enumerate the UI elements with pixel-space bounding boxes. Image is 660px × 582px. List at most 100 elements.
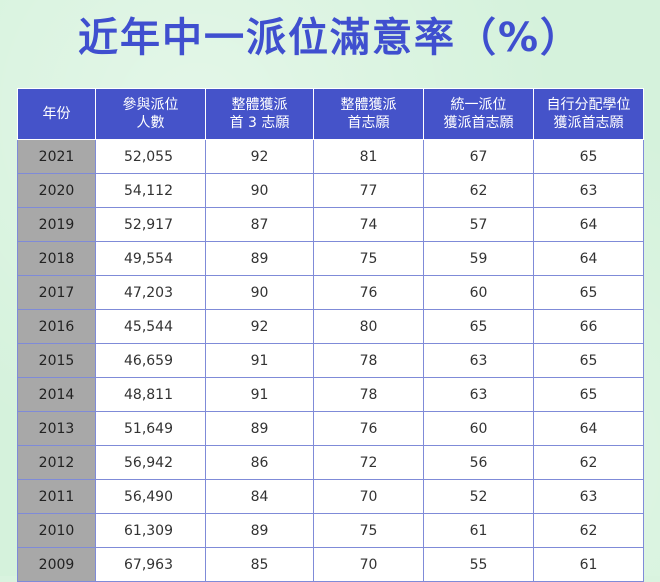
rate-cell: 63	[423, 343, 534, 378]
rate-cell: 70	[313, 479, 424, 514]
participants-cell: 46,659	[95, 343, 206, 378]
table-row: 2018 49,554 89 75 59 64	[17, 241, 644, 276]
table-row: 2015 46,659 91 78 63 65	[17, 343, 644, 378]
table-row: 2016 45,544 92 80 65 66	[17, 309, 644, 344]
table-row: 2021 52,055 92 81 67 65	[17, 139, 644, 174]
participants-cell: 56,490	[95, 479, 206, 514]
rate-cell: 89	[205, 513, 314, 548]
year-cell: 2014	[17, 377, 96, 412]
participants-cell: 67,963	[95, 547, 206, 582]
column-header-line: 首志願	[347, 115, 390, 131]
rate-cell: 67	[423, 139, 534, 174]
table-row: 2020 54,112 90 77 62 63	[17, 173, 644, 208]
table-header-row: 年份 參與派位 人數 整體獲派首 3 志願 整體獲派 首志願 統一派位 獲派首志願 自行分配學位…	[17, 88, 644, 140]
column-header: 參與派位 人數	[95, 88, 206, 140]
rate-cell: 78	[313, 343, 424, 378]
year-cell: 2009	[17, 547, 96, 582]
rate-cell: 90	[205, 275, 314, 310]
rate-cell: 60	[423, 275, 534, 310]
rate-cell: 65	[423, 309, 534, 344]
rate-cell: 91	[205, 377, 314, 412]
table-row: 2010 61,309 89 75 61 62	[17, 513, 644, 548]
rate-cell: 61	[423, 513, 534, 548]
rate-cell: 64	[533, 411, 644, 446]
rate-cell: 62	[533, 445, 644, 480]
column-header: 統一派位 獲派首志願	[423, 88, 534, 140]
participants-cell: 61,309	[95, 513, 206, 548]
rate-cell: 72	[313, 445, 424, 480]
participants-cell: 52,055	[95, 139, 206, 174]
table-row: 2009 67,963 85 70 55 61	[17, 547, 644, 582]
rate-cell: 56	[423, 445, 534, 480]
table-row: 2017 47,203 90 76 60 65	[17, 275, 644, 310]
column-header-line: 人數	[136, 115, 165, 131]
year-cell: 2018	[17, 241, 96, 276]
rate-cell: 91	[205, 343, 314, 378]
year-cell: 2016	[17, 309, 96, 344]
rate-cell: 65	[533, 275, 644, 310]
rate-cell: 76	[313, 275, 424, 310]
rate-cell: 92	[205, 139, 314, 174]
year-cell: 2021	[17, 139, 96, 174]
rate-cell: 52	[423, 479, 534, 514]
table-body: 2021 52,055 92 81 67 65 2020 54,112 90 77 62 63 2019…	[17, 139, 644, 582]
year-cell: 2010	[17, 513, 96, 548]
satisfaction-table-container: 年份 參與派位 人數 整體獲派首 3 志願 整體獲派 首志願 統一派位 獲派首志願 自行分配學位…	[17, 88, 644, 582]
rate-cell: 65	[533, 377, 644, 412]
rate-cell: 62	[533, 513, 644, 548]
rate-cell: 89	[205, 411, 314, 446]
year-cell: 2017	[17, 275, 96, 310]
rate-cell: 89	[205, 241, 314, 276]
rate-cell: 59	[423, 241, 534, 276]
rate-cell: 55	[423, 547, 534, 582]
column-header-line: 年份	[42, 106, 71, 122]
rate-cell: 70	[313, 547, 424, 582]
table-row: 2011 56,490 84 70 52 63	[17, 479, 644, 514]
year-cell: 2013	[17, 411, 96, 446]
column-header-line: 自行分配學位	[546, 97, 631, 113]
rate-cell: 65	[533, 343, 644, 378]
table-row: 2014 48,811 91 78 63 65	[17, 377, 644, 412]
rate-cell: 92	[205, 309, 314, 344]
rate-cell: 87	[205, 207, 314, 242]
participants-cell: 56,942	[95, 445, 206, 480]
rate-cell: 62	[423, 173, 534, 208]
participants-cell: 48,811	[95, 377, 206, 412]
rate-cell: 63	[533, 479, 644, 514]
rate-cell: 57	[423, 207, 534, 242]
table-row: 2013 51,649 89 76 60 64	[17, 411, 644, 446]
participants-cell: 52,917	[95, 207, 206, 242]
year-cell: 2011	[17, 479, 96, 514]
rate-cell: 64	[533, 207, 644, 242]
year-cell: 2015	[17, 343, 96, 378]
rate-cell: 66	[533, 309, 644, 344]
column-header-line: 參與派位	[122, 97, 179, 113]
participants-cell: 54,112	[95, 173, 206, 208]
table-row: 2012 56,942 86 72 56 62	[17, 445, 644, 480]
column-header-line: 統一派位	[450, 97, 507, 113]
year-cell: 2012	[17, 445, 96, 480]
participants-cell: 45,544	[95, 309, 206, 344]
rate-cell: 77	[313, 173, 424, 208]
page-title: 近年中一派位滿意率（%）	[77, 15, 583, 61]
rate-cell: 74	[313, 207, 424, 242]
rate-cell: 84	[205, 479, 314, 514]
rate-cell: 81	[313, 139, 424, 174]
column-header: 年份	[17, 88, 96, 140]
column-header: 整體獲派 首志願	[313, 88, 424, 140]
rate-cell: 76	[313, 411, 424, 446]
year-cell: 2020	[17, 173, 96, 208]
column-header-line: 整體獲派	[340, 97, 397, 113]
rate-cell: 63	[423, 377, 534, 412]
rate-cell: 86	[205, 445, 314, 480]
column-header-line: 整體獲派	[231, 97, 288, 113]
rate-cell: 75	[313, 513, 424, 548]
rate-cell: 60	[423, 411, 534, 446]
rate-cell: 78	[313, 377, 424, 412]
column-header-line: 獲派首志願	[553, 115, 624, 131]
participants-cell: 51,649	[95, 411, 206, 446]
rate-cell: 64	[533, 241, 644, 276]
rate-cell: 90	[205, 173, 314, 208]
rate-cell: 85	[205, 547, 314, 582]
table-row: 2019 52,917 87 74 57 64	[17, 207, 644, 242]
